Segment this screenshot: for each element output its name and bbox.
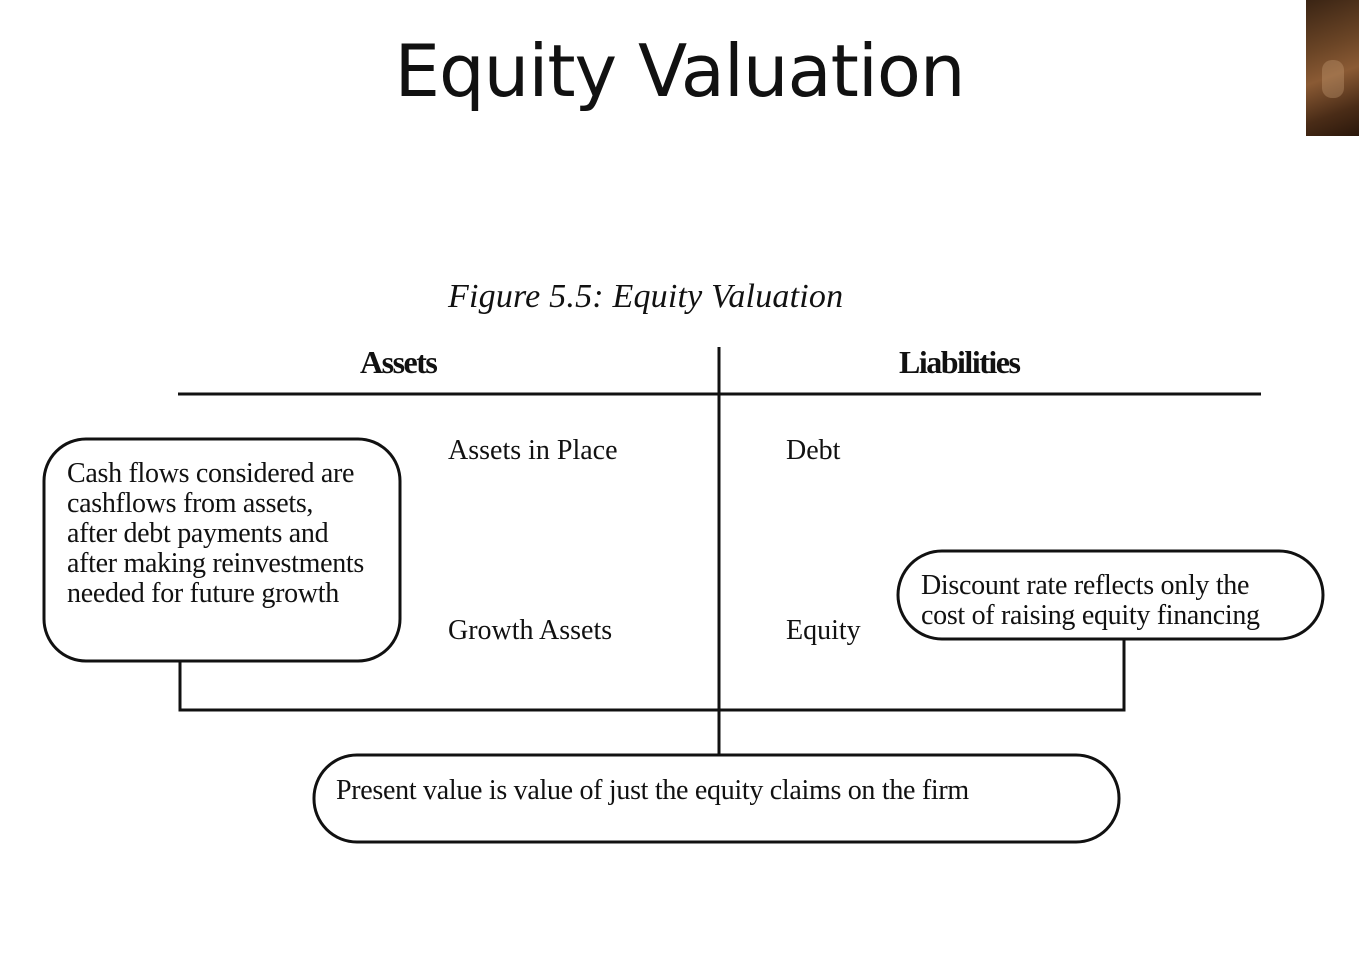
assets-header: Assets — [360, 344, 438, 380]
assets-in-place-label: Assets in Place — [448, 435, 618, 466]
discount-rate-callout-box — [896, 549, 1325, 641]
presenter-webcam-thumbnail — [1306, 0, 1359, 136]
connector-bracket — [178, 639, 1126, 712]
growth-assets-label: Growth Assets — [448, 615, 613, 646]
discount-rate-callout-text: Discount rate reflects only the cost of … — [921, 571, 1311, 631]
figure-caption: Figure 5.5: Equity Valuation — [448, 278, 844, 315]
present-value-callout-text: Present value is value of just the equit… — [336, 775, 969, 806]
discount-rate-line: Discount rate reflects only the — [921, 570, 1250, 601]
cash-flows-callout-box — [42, 437, 402, 663]
cash-flows-line: Cash flows considered are — [67, 458, 355, 489]
cash-flows-line: after debt payments and — [67, 518, 329, 549]
discount-rate-line: cost of raising equity financing — [921, 600, 1260, 631]
liabilities-header: Liabilities — [899, 344, 1021, 380]
cash-flows-line: cashflows from assets, — [67, 488, 314, 519]
cash-flows-line: after making reinvestments — [67, 548, 364, 579]
cash-flows-callout-text: Cash flows considered are cashflows from… — [67, 459, 397, 609]
equity-label: Equity — [786, 615, 861, 646]
cash-flows-line: needed for future growth — [67, 578, 339, 609]
slide-title: Equity Valuation — [394, 29, 965, 113]
present-value-callout-box — [312, 753, 1121, 844]
debt-label: Debt — [786, 435, 841, 466]
